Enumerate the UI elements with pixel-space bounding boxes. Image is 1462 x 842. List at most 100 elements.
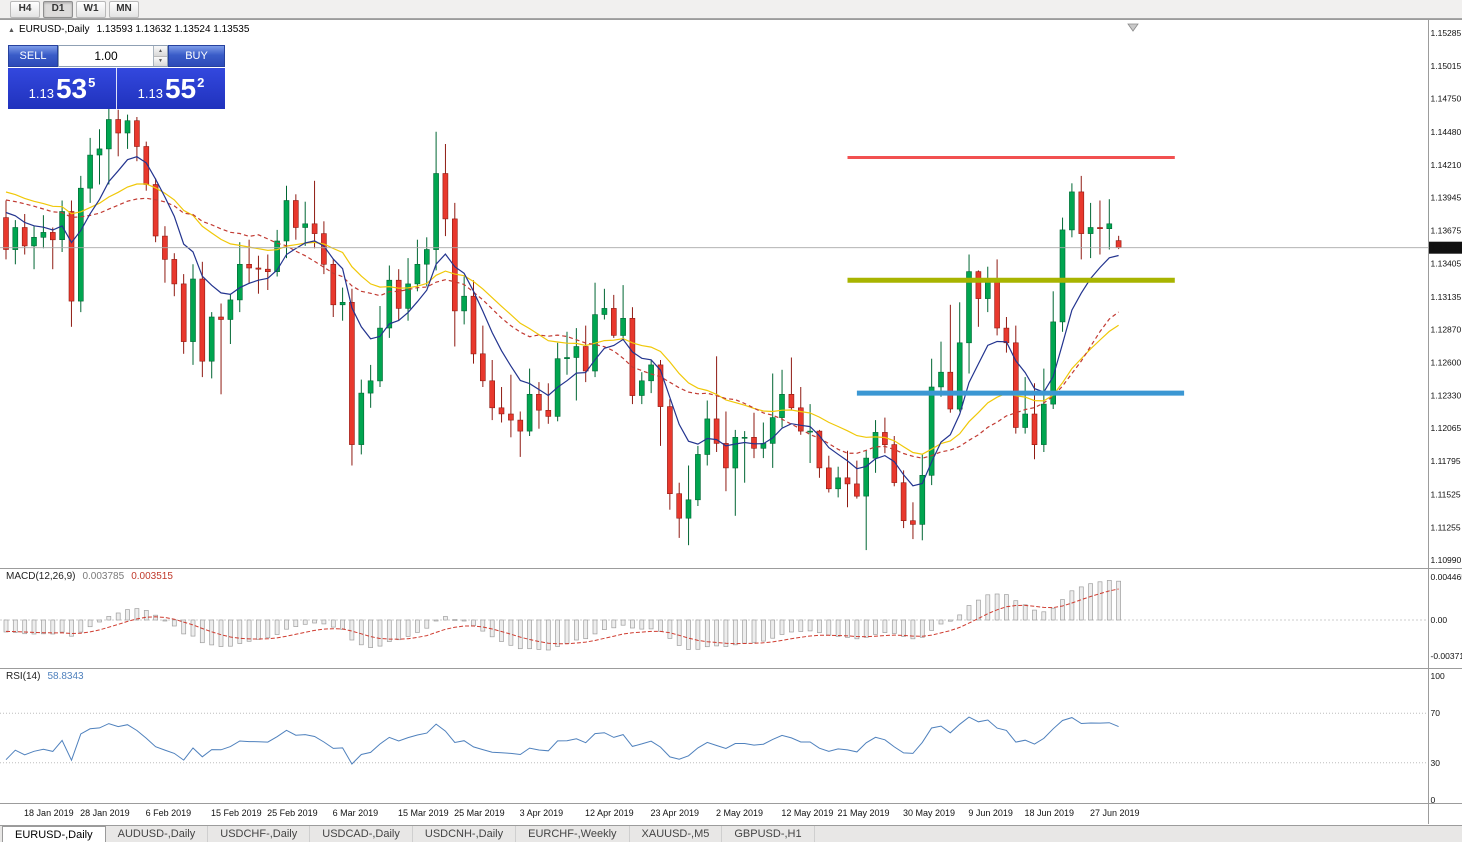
date-axis-label: 2 May 2019 bbox=[716, 808, 763, 818]
candle-body bbox=[433, 173, 439, 250]
candle-body bbox=[40, 232, 47, 238]
candle-body bbox=[1115, 240, 1122, 249]
macd-bar bbox=[957, 614, 963, 621]
candle-body bbox=[190, 278, 196, 342]
macd-bar bbox=[3, 619, 9, 633]
macd-bar bbox=[639, 619, 645, 630]
candle-body bbox=[339, 301, 346, 306]
macd-bar bbox=[826, 619, 832, 636]
candle-body bbox=[367, 380, 374, 394]
macd-bar bbox=[293, 619, 299, 627]
volume-value[interactable]: 1.00 bbox=[94, 49, 118, 63]
volume-increase-button[interactable]: ▲ bbox=[154, 46, 167, 57]
candle-body bbox=[274, 240, 280, 273]
bid-price-big-digits: 53 bbox=[55, 72, 88, 104]
candle-body bbox=[1022, 413, 1029, 428]
volume-decrease-button[interactable]: ▼ bbox=[154, 56, 167, 66]
rsi-panel bbox=[0, 712, 1428, 765]
macd-main-value: 0.003785 bbox=[82, 571, 125, 582]
candle-body bbox=[498, 407, 505, 415]
candle-body bbox=[358, 392, 365, 445]
candle-body bbox=[695, 454, 701, 501]
ma-mid-line bbox=[5, 197, 1119, 459]
macd-bar bbox=[835, 619, 841, 637]
moving-averages-layer bbox=[5, 156, 1119, 487]
macd-bar bbox=[368, 619, 373, 648]
candle-body bbox=[667, 406, 673, 495]
macd-bar bbox=[947, 619, 953, 622]
price-axis[interactable]: 1.15285 1.15015 1.14750 1.14480 1.14210 1.139… bbox=[1431, 28, 1462, 565]
candle-body bbox=[12, 227, 19, 250]
timeframe-h4-button[interactable]: H4 bbox=[10, 0, 40, 18]
date-axis-label: 23 Apr 2019 bbox=[651, 808, 700, 818]
date-axis-label: 9 Jun 2019 bbox=[968, 808, 1013, 818]
timeframe-d1-button[interactable]: D1 bbox=[43, 0, 73, 18]
collapse-trade-panel-icon[interactable]: ▲ bbox=[8, 27, 15, 34]
macd-bar bbox=[611, 619, 617, 629]
volume-field[interactable]: 1.00 ▲ ▼ bbox=[58, 45, 168, 67]
candle-body bbox=[1031, 413, 1038, 446]
time-axis[interactable]: 18 Jan 2019 28 Jan 2019 6 Feb 2019 15 Feb 2… bbox=[24, 808, 1139, 818]
candle-body bbox=[180, 283, 187, 342]
macd-bar bbox=[405, 619, 411, 637]
tab-usdcnh-daily[interactable]: USDCNH-,Daily bbox=[413, 826, 517, 842]
tab-usdcad-daily[interactable]: USDCAD-,Daily bbox=[310, 826, 413, 842]
date-axis-label: 27 Jun 2019 bbox=[1090, 808, 1140, 818]
candle-body bbox=[582, 346, 589, 372]
candle-body bbox=[797, 407, 804, 432]
buy-button[interactable]: BUY bbox=[168, 45, 225, 67]
price-axis-label: 1.11525 bbox=[1431, 489, 1461, 499]
sell-button[interactable]: SELL bbox=[8, 45, 58, 67]
macd-bar bbox=[761, 619, 766, 642]
chart-quote-values: 1.13593 1.13632 1.13524 1.13535 bbox=[96, 24, 250, 35]
macd-bar bbox=[676, 619, 682, 646]
macd-signal-value: 0.003515 bbox=[131, 571, 173, 582]
rsi-label: RSI(14) bbox=[6, 671, 41, 682]
macd-bar bbox=[555, 619, 560, 647]
candle-body bbox=[237, 263, 243, 301]
macd-bar bbox=[686, 619, 691, 650]
tab-audusd-daily[interactable]: AUDUSD-,Daily bbox=[106, 826, 209, 842]
candle-body bbox=[1050, 321, 1056, 405]
date-axis-label: 3 Apr 2019 bbox=[520, 808, 564, 818]
tab-eurusd-daily[interactable]: EURUSD-,Daily bbox=[2, 826, 106, 842]
horizontal-rays-layer[interactable] bbox=[847, 156, 1185, 396]
macd-bar bbox=[667, 619, 673, 639]
candle-body bbox=[423, 249, 430, 265]
bid-price-button[interactable]: 1.13 53 5 bbox=[8, 68, 116, 109]
macd-bar bbox=[1097, 581, 1103, 621]
rsi-axis[interactable]: 100 70 30 0 bbox=[1431, 671, 1445, 805]
macd-axis-label: 0.004465 bbox=[1431, 572, 1462, 582]
candle-body bbox=[311, 223, 318, 234]
macd-bar bbox=[228, 619, 233, 647]
tab-usdchf-daily[interactable]: USDCHF-,Daily bbox=[208, 826, 311, 842]
timeframe-mn-button[interactable]: MN bbox=[109, 0, 139, 18]
macd-bar bbox=[798, 619, 804, 632]
macd-bar bbox=[732, 619, 738, 646]
candle-body bbox=[620, 317, 626, 336]
candles-layer bbox=[3, 107, 1122, 551]
price-axis-label: 1.13945 bbox=[1431, 192, 1462, 202]
tab-gbpusd-h1[interactable]: GBPUSD-,H1 bbox=[722, 826, 815, 842]
macd-bar bbox=[854, 619, 860, 640]
date-axis-label: 18 Jun 2019 bbox=[1025, 808, 1075, 818]
ma-fast-line bbox=[5, 156, 1119, 487]
candle-body bbox=[68, 211, 75, 302]
macd-bar bbox=[312, 619, 317, 624]
chart-tab-bar: EURUSD-,Daily AUDUSD-,Daily USDCHF-,Dail… bbox=[0, 825, 1462, 842]
chart-shift-marker-icon[interactable] bbox=[1127, 23, 1139, 32]
macd-bar bbox=[31, 619, 37, 635]
tab-eurchf-weekly[interactable]: EURCHF-,Weekly bbox=[516, 826, 630, 842]
candle-body bbox=[21, 227, 28, 247]
candle-body bbox=[713, 418, 720, 444]
timeframe-w1-button[interactable]: W1 bbox=[76, 0, 106, 18]
tab-xauusd-m5[interactable]: XAUUSD-,M5 bbox=[630, 826, 723, 842]
candle-body bbox=[124, 120, 131, 134]
candle-body bbox=[573, 346, 580, 358]
macd-axis[interactable]: 0.004465 0.00 -0.003715 bbox=[1431, 572, 1462, 661]
candle-body bbox=[470, 295, 477, 355]
macd-bar bbox=[97, 619, 102, 623]
ask-price-button[interactable]: 1.13 55 2 bbox=[117, 68, 225, 109]
ask-price-prefix: 1.13 bbox=[137, 85, 163, 101]
